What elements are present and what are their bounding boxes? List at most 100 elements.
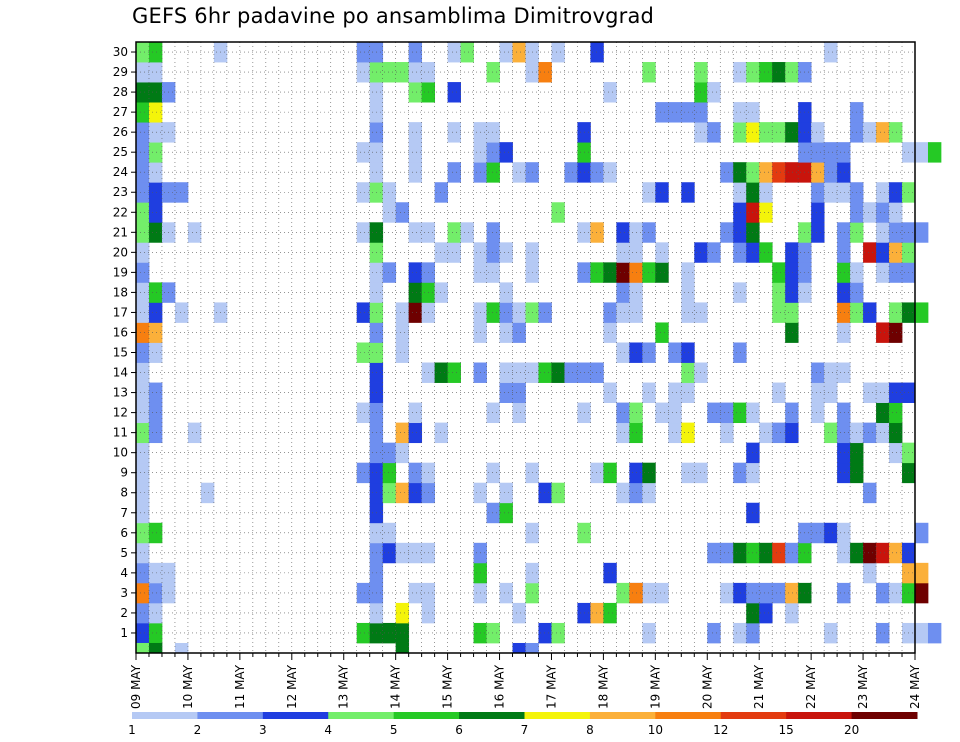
colorbar-swatch	[262, 712, 329, 719]
heatmap-cell	[136, 382, 150, 403]
heatmap-cell	[603, 382, 617, 403]
heatmap-cell	[707, 122, 721, 143]
heatmap-cell	[811, 522, 825, 544]
heatmap-cell	[356, 222, 371, 243]
heatmap-cell	[863, 482, 877, 504]
heatmap-cell	[538, 62, 552, 83]
colorbar-swatch	[524, 712, 591, 719]
heatmap-cell	[136, 162, 150, 183]
heatmap-cell	[538, 362, 552, 383]
y-tick-label: 11	[113, 426, 128, 440]
heatmap-cell	[187, 222, 202, 243]
heatmap-cell	[148, 602, 163, 624]
heatmap-cell	[824, 162, 838, 183]
colorbar-label: 3	[259, 723, 267, 737]
heatmap-cell	[200, 482, 215, 504]
heatmap-cell	[733, 222, 747, 243]
heatmap-cell	[590, 42, 604, 63]
colorbar-label: 20	[844, 723, 859, 737]
heatmap-cell	[824, 42, 838, 63]
heatmap-cell	[759, 542, 773, 564]
heatmap-cell	[148, 62, 163, 83]
colorbar-label: 2	[194, 723, 202, 737]
heatmap-cell	[811, 382, 825, 403]
heatmap-cell	[811, 402, 825, 424]
heatmap-cell	[837, 262, 851, 283]
heatmap-cell	[759, 182, 773, 203]
y-tick-label: 10	[113, 446, 128, 460]
heatmap-cell	[876, 222, 890, 243]
heatmap-cell	[655, 182, 669, 203]
heatmap-cell	[720, 162, 734, 183]
heatmap-cell	[876, 542, 890, 564]
heatmap-cell	[616, 222, 630, 243]
heatmap-cell	[136, 142, 150, 163]
heatmap-cell	[759, 422, 773, 444]
heatmap-cell	[785, 602, 799, 624]
heatmap-cell	[720, 222, 734, 243]
colorbar-swatch	[655, 712, 722, 719]
heatmap-cell	[681, 182, 695, 203]
heatmap-cell	[811, 182, 825, 203]
heatmap-cell	[837, 542, 851, 564]
heatmap-cell	[408, 542, 423, 564]
colorbar-label: 1	[128, 723, 136, 737]
heatmap-cell	[616, 482, 630, 504]
heatmap-cell	[499, 502, 513, 524]
heatmap-cell	[616, 342, 630, 363]
x-tick-label: 18 MAY	[596, 664, 610, 709]
colorbar-swatch	[786, 712, 853, 719]
heatmap-cell	[915, 302, 929, 323]
heatmap-cell	[538, 622, 552, 644]
heatmap-cell	[395, 322, 410, 343]
heatmap-cell	[395, 622, 410, 644]
heatmap-cell	[915, 222, 929, 243]
heatmap-cell	[148, 162, 163, 183]
heatmap-cell	[460, 42, 474, 63]
heatmap-cell	[148, 522, 163, 544]
heatmap-cell	[837, 302, 851, 323]
heatmap-cell	[811, 122, 825, 143]
heatmap-cell	[148, 422, 163, 444]
heatmap-cell	[824, 182, 838, 203]
colorbar-swatch	[851, 712, 918, 719]
heatmap-cell	[395, 442, 410, 464]
heatmap-cell	[889, 542, 903, 564]
heatmap-cell	[655, 402, 669, 424]
heatmap-cell	[590, 262, 604, 283]
heatmap-cell	[382, 622, 397, 644]
y-tick-label: 23	[113, 185, 128, 199]
heatmap-cell	[876, 582, 890, 604]
y-tick-label: 26	[113, 125, 128, 139]
heatmap-cell	[681, 262, 695, 283]
y-tick-label: 24	[113, 165, 128, 179]
heatmap-cell	[148, 122, 163, 143]
heatmap-cell	[681, 422, 695, 444]
heatmap-cell	[408, 462, 423, 484]
heatmap-cell	[174, 302, 189, 323]
heatmap-cell	[136, 222, 150, 243]
y-tick-label: 3	[120, 586, 128, 600]
heatmap-cell	[837, 402, 851, 424]
heatmap-cell	[889, 582, 903, 604]
heatmap-cell	[811, 222, 825, 243]
heatmap-cell	[395, 482, 410, 504]
heatmap-cell	[707, 242, 721, 263]
heatmap-cell	[837, 422, 851, 444]
heatmap-cell	[733, 242, 747, 263]
heatmap-cell	[915, 142, 929, 163]
heatmap-cell	[616, 262, 630, 283]
heatmap-cell	[187, 422, 202, 444]
heatmap-cell	[642, 482, 656, 504]
heatmap-cell	[733, 282, 747, 303]
heatmap-cell	[486, 222, 500, 243]
heatmap-cell	[837, 222, 851, 243]
heatmap-cell	[136, 402, 150, 424]
heatmap-cell	[136, 422, 150, 444]
heatmap-cell	[148, 382, 163, 403]
y-tick-label: 7	[120, 506, 128, 520]
heatmap-cell	[642, 262, 656, 283]
heatmap-cell	[136, 442, 150, 464]
heatmap-cell	[772, 582, 786, 604]
heatmap-cell	[382, 522, 397, 544]
